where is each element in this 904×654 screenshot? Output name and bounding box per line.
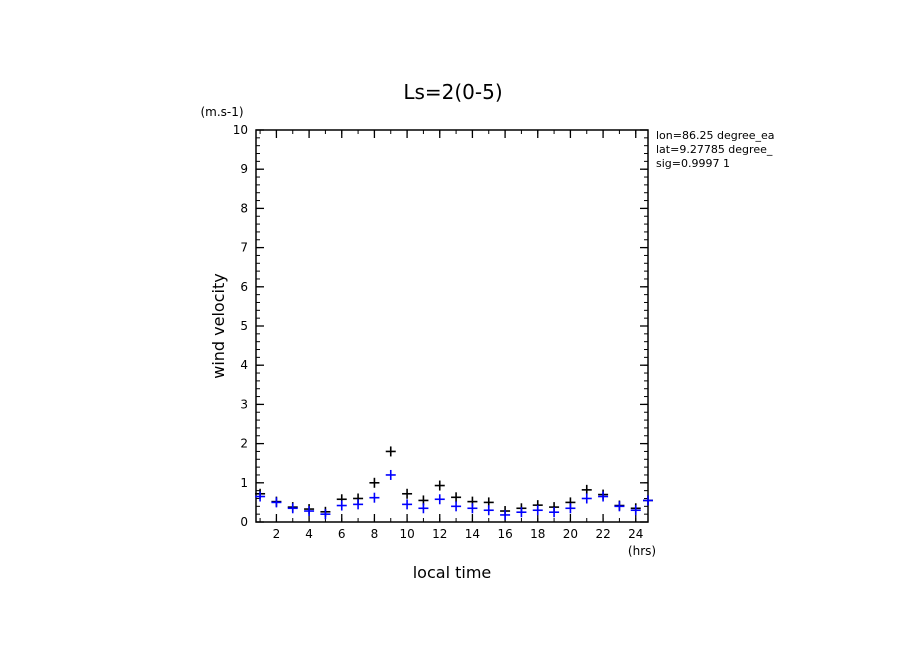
x-tick-label: 20 [563,527,578,541]
y-tick-label: 5 [240,319,248,333]
data-point [304,506,315,517]
data-point [483,505,494,516]
y-tick-label: 9 [240,162,248,176]
x-tick-label: 10 [399,527,414,541]
data-point [500,509,511,520]
y-tick-label: 4 [240,358,248,372]
data-point [630,505,641,516]
info-line: sig=0.9997 1 [656,157,730,170]
series-2 [255,469,653,520]
data-point [581,484,592,495]
data-point [320,509,331,520]
chart-title: Ls=2(0-5) [403,80,502,104]
x-tick-label: 4 [305,527,313,541]
minor-ticks [256,129,648,523]
info-line: lat=9.27785 degree_ [656,143,773,156]
data-point [565,503,576,514]
x-tick-label: 14 [465,527,480,541]
data-point [532,505,543,516]
info-clip-mask [779,126,904,176]
data-point [402,499,413,510]
x-tick-label: 24 [628,527,643,541]
x-axis-label: local time [413,563,492,582]
data-point [336,500,347,511]
x-tick-label: 6 [338,527,346,541]
data-point [385,469,396,480]
info-block: lon=86.25 degree_ea lat=9.27785 degree_ … [656,129,775,170]
data-point [369,492,380,503]
series-layer [255,446,653,520]
data-point [467,503,478,514]
data-point [271,497,282,508]
data-point [549,507,560,518]
x-tick-label: 12 [432,527,447,541]
data-point [614,501,625,512]
data-point [581,493,592,504]
x-ticks: 2 4 6 8 10 12 14 16 18 20 22 24 [273,130,643,541]
data-point [385,446,396,457]
data-point [255,491,266,502]
y-tick-label: 1 [240,476,248,490]
y-tick-label: 8 [240,201,248,215]
x-axis-unit: (hrs) [628,544,656,558]
x-tick-label: 16 [497,527,512,541]
data-point [434,480,445,491]
x-tick-label: 22 [595,527,610,541]
data-point [598,491,609,502]
y-axis-unit: (m.s-1) [200,105,243,119]
data-point [643,495,653,506]
data-point [369,477,380,488]
y-tick-label: 2 [240,437,248,451]
y-tick-label: 10 [233,123,248,137]
x-tick-label: 18 [530,527,545,541]
data-point [287,503,298,514]
data-point [451,492,462,503]
y-ticks: 0 1 2 3 4 5 6 7 8 9 10 [233,123,648,529]
data-point [353,499,364,510]
y-axis-label: wind velocity [209,273,228,378]
y-tick-label: 0 [240,515,248,529]
y-tick-label: 6 [240,280,248,294]
y-tick-label: 3 [240,397,248,411]
data-point [402,488,413,499]
y-tick-label: 7 [240,241,248,255]
data-point [434,494,445,505]
data-point [516,507,527,518]
x-tick-label: 8 [371,527,379,541]
info-line: lon=86.25 degree_ea [656,129,775,142]
data-point [418,503,429,514]
x-tick-label: 2 [273,527,281,541]
data-point [451,501,462,512]
plot-frame [255,129,649,523]
